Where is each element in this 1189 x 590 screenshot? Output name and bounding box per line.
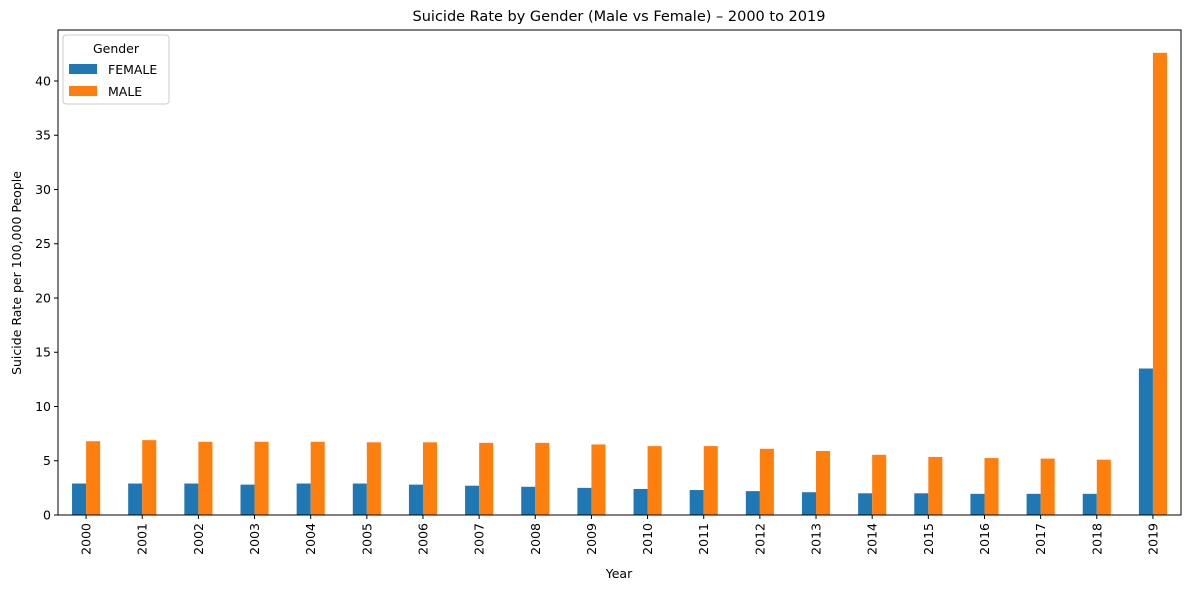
bars [72,52,1167,515]
bar-male-2016 [984,458,999,515]
bar-male-2012 [759,448,774,515]
y-tick-label: 25 [35,236,51,251]
bar-male-2009 [591,444,606,515]
bar-male-2007 [479,442,494,515]
bar-female-2016 [970,493,985,515]
bar-male-2019 [1152,52,1167,515]
y-axis-title: Suicide Rate per 100,000 People [9,171,24,375]
y-tick-label: 30 [35,182,51,197]
bar-female-2012 [745,491,760,515]
x-tick-label: 2008 [528,523,543,555]
bar-female-2001 [128,483,143,515]
legend-swatch-female [69,64,97,74]
x-tick-label: 2009 [584,523,599,555]
bar-female-2007 [465,485,480,515]
bar-female-2009 [577,487,592,515]
chart-title: Suicide Rate by Gender (Male vs Female) … [413,9,826,25]
bar-female-2000 [72,483,87,515]
y-axis: 0 5 10 15 20 25 30 35 40 [35,73,58,523]
bar-female-2006 [408,484,423,515]
x-tick-label: 2016 [977,523,992,555]
bar-female-2017 [1026,493,1041,515]
bar-male-2005 [366,442,381,515]
bar-female-2014 [858,493,873,515]
bar-female-2019 [1138,368,1153,515]
bar-female-2005 [352,483,367,515]
x-tick-label: 2001 [135,523,150,555]
y-tick-label: 40 [35,73,51,88]
bar-female-2015 [914,493,929,515]
bar-male-2017 [1040,458,1055,515]
x-tick-label: 2014 [865,523,880,555]
bar-female-2002 [184,483,199,515]
x-tick-label: 2006 [415,523,430,555]
legend-swatch-male [69,86,97,96]
plot-frame [57,29,1182,516]
y-tick-label: 10 [35,399,51,414]
bar-male-2006 [422,442,438,515]
x-tick-label: 2017 [1033,523,1048,555]
bar-male-2003 [254,441,269,515]
bar-male-2015 [928,456,943,515]
y-tick-label: 0 [43,508,51,523]
x-tick-label: 2005 [359,523,374,555]
x-axis-title: Year [605,566,633,581]
x-tick-label: 2013 [809,523,824,555]
bar-female-2013 [801,492,817,515]
bar-female-2018 [1082,493,1097,515]
x-tick-label: 2000 [79,523,94,555]
x-tick-label: 2019 [1145,523,1160,555]
bar-female-2011 [689,490,704,515]
x-tick-label: 2012 [752,523,767,555]
bar-male-2014 [872,454,887,515]
x-axis: 2000 2001 2002 2003 2004 2005 2006 2007 2008 2009… [79,515,1160,555]
x-tick-label: 2003 [247,523,262,555]
x-tick-label: 2007 [472,523,487,555]
y-tick-label: 35 [35,128,51,143]
bar-male-2004 [310,441,325,515]
x-tick-label: 2010 [640,523,655,555]
x-tick-label: 2018 [1089,523,1104,555]
bar-male-2018 [1096,459,1111,515]
bar-female-2008 [521,486,536,515]
bar-male-2000 [86,441,101,515]
legend-label-female: FEMALE [108,62,157,77]
bar-male-2002 [198,441,213,515]
bar-female-2003 [240,484,255,515]
legend-label-male: MALE [108,84,142,99]
x-tick-label: 2002 [191,523,206,555]
bar-male-2010 [647,446,662,515]
x-tick-label: 2004 [303,523,318,555]
bar-male-2013 [816,450,831,515]
bar-male-2011 [703,446,718,515]
x-tick-label: 2015 [921,523,936,555]
y-tick-label: 15 [35,345,51,360]
bar-male-2001 [142,440,157,515]
y-tick-label: 20 [35,290,51,305]
y-tick-label: 5 [43,453,51,468]
bar-female-2004 [296,483,311,515]
legend-title: Gender [93,41,140,56]
bar-male-2008 [535,442,550,515]
x-tick-label: 2011 [696,523,711,555]
bar-female-2010 [633,488,648,515]
legend: Gender FEMALE MALE [62,34,170,105]
